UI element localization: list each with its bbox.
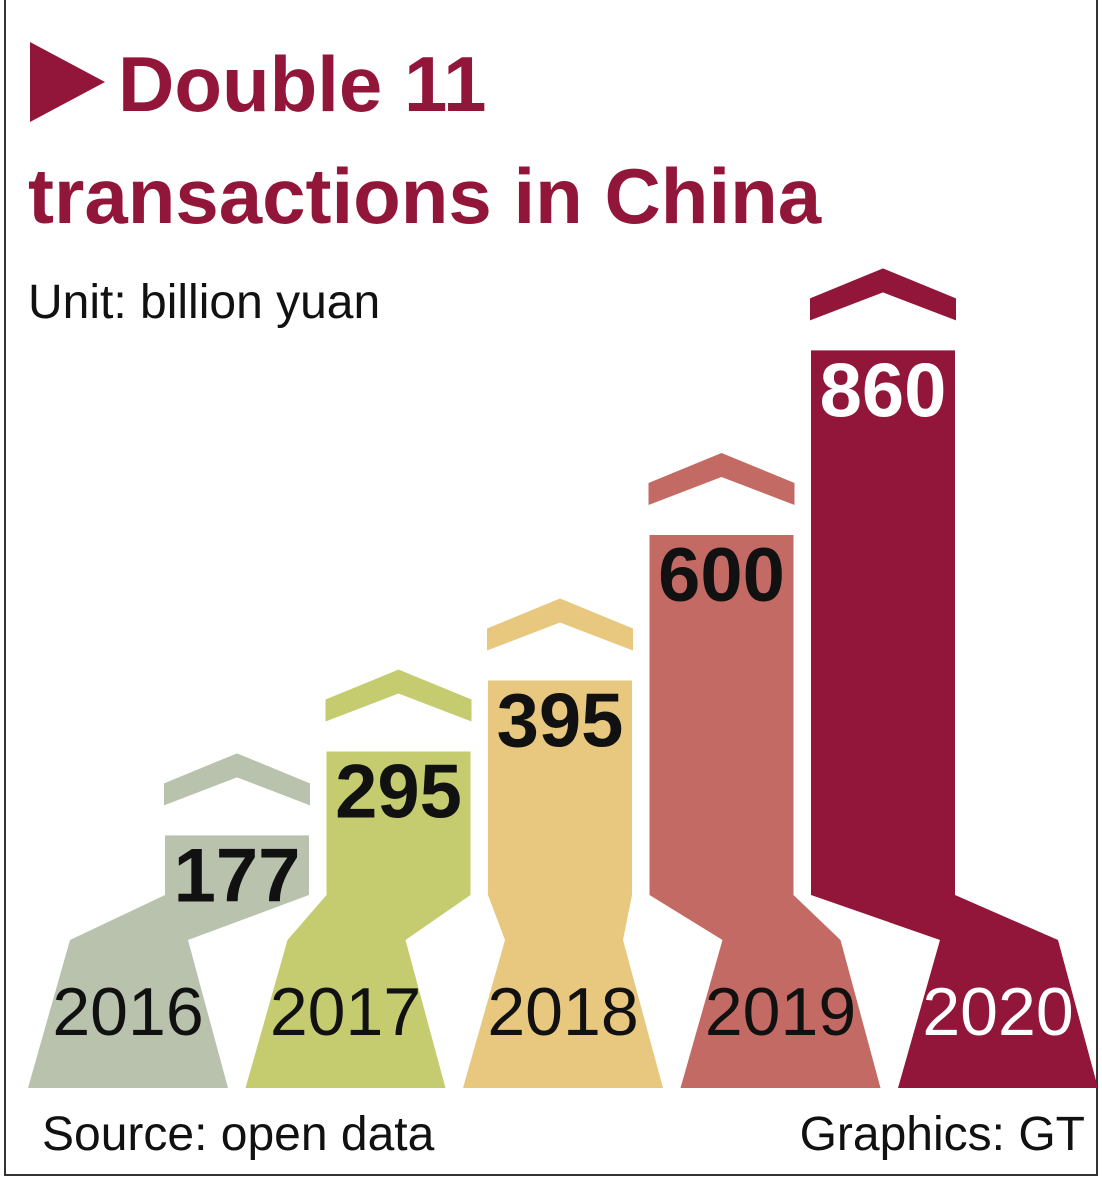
chevron	[487, 598, 633, 651]
value-label: 177	[174, 833, 301, 918]
credit: Graphics: GT	[800, 1108, 1085, 1161]
title-marker	[30, 42, 105, 122]
chevron	[164, 753, 310, 806]
value-label: 600	[658, 533, 785, 618]
chevron	[325, 669, 472, 722]
x-tick-label: 2016	[52, 974, 203, 1050]
chart-title: Double 11 transactions in China	[28, 40, 822, 240]
value-label: 395	[497, 679, 624, 764]
frame	[4, 0, 1098, 1176]
x-tick-label: 2018	[487, 974, 638, 1050]
chevron	[810, 268, 956, 321]
bar	[811, 350, 1098, 1088]
bar	[245, 751, 471, 1088]
bar	[28, 835, 309, 1088]
value-label: 295	[335, 750, 462, 835]
x-tick-label: 2020	[922, 974, 1073, 1050]
bar	[649, 535, 881, 1088]
source: Source: open data	[42, 1108, 435, 1161]
value-label: 860	[820, 348, 947, 433]
x-tick-label: 2019	[705, 974, 856, 1050]
x-tick-label: 2017	[270, 974, 421, 1050]
chevron	[648, 453, 795, 505]
bar	[463, 680, 663, 1088]
subtitle: Unit: billion yuan	[28, 276, 380, 329]
